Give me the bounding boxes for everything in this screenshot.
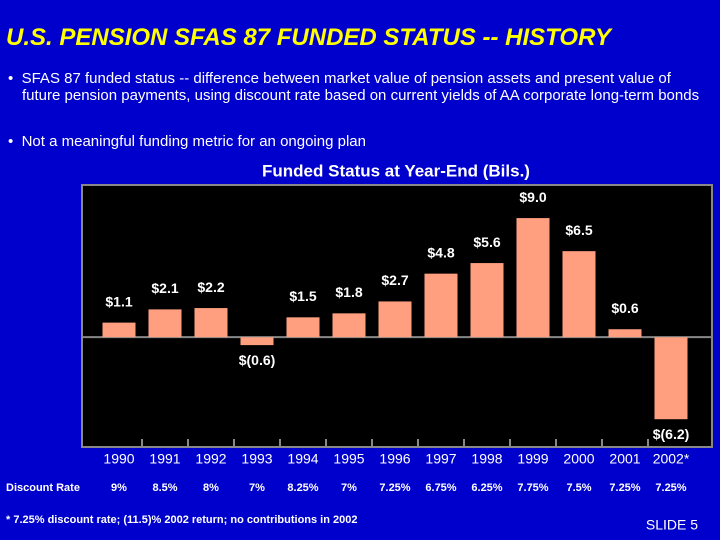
x-tick-label: 1997 [425,451,456,467]
discount-rate: 6.25% [471,482,502,494]
bar [332,313,366,338]
bar [286,317,320,338]
value-label: $2.7 [381,272,408,288]
discount-rate: 8.5% [152,482,177,494]
discount-rate-label: Discount Rate [6,482,80,494]
x-tick-label: 1996 [379,451,410,467]
discount-rate: 7.25% [655,482,686,494]
bar [240,337,274,346]
discount-rate: 6.75% [425,482,456,494]
bar [516,218,550,338]
bar [378,301,412,338]
x-tick-label: 1993 [241,451,272,467]
x-tick-label: 1995 [333,451,364,467]
bar [654,337,688,420]
x-tick-label: 1991 [149,451,180,467]
discount-rate: 7.75% [517,482,548,494]
value-label: $1.5 [289,288,316,304]
value-label: $2.2 [197,279,224,295]
bullet: • Not a meaningful funding metric for an… [8,133,366,150]
discount-rate: 7.5% [566,482,591,494]
value-label: $4.8 [427,244,454,260]
discount-rate: 7.25% [379,482,410,494]
value-label: $(0.6) [239,352,276,368]
value-label: $9.0 [519,189,546,205]
bullet-text: Not a meaningful funding metric for an o… [21,133,366,150]
discount-rate: 7% [249,482,265,494]
value-label: $5.6 [473,234,500,250]
value-label: $2.1 [151,280,178,296]
bar [562,251,596,338]
slide-label: SLIDE 5 [646,517,698,533]
discount-rate: 7% [341,482,357,494]
value-label: $1.1 [105,293,132,309]
bar [470,263,504,338]
bullet: • SFAS 87 funded status -- difference be… [8,70,700,104]
discount-rate: 8.25% [287,482,318,494]
x-tick-label: 1998 [471,451,502,467]
x-tick-label: 2001 [609,451,640,467]
value-label: $0.6 [611,300,638,316]
discount-rate: 7.25% [609,482,640,494]
bar [102,322,136,338]
bar [148,309,182,338]
x-tick-label: 1990 [103,451,134,467]
x-tick-label: 1994 [287,451,318,467]
x-tick-label: 1999 [517,451,548,467]
footnote: * 7.25% discount rate; (11.5)% 2002 retu… [6,514,357,526]
value-label: $6.5 [565,222,592,238]
bar [194,308,228,338]
x-tick-label: 2002* [653,451,690,467]
slide-title: U.S. PENSION SFAS 87 FUNDED STATUS -- HI… [6,24,611,51]
bullet-text: SFAS 87 funded status -- difference betw… [21,70,700,104]
value-label: $(6.2) [653,426,690,442]
discount-rate: 9% [111,482,127,494]
x-tick-label: 2000 [563,451,594,467]
bar [608,329,642,338]
value-label: $1.8 [335,284,362,300]
chart-title: Funded Status at Year-End (Bils.) [262,161,530,180]
bar [424,273,458,338]
x-tick-label: 1992 [195,451,226,467]
discount-rate: 8% [203,482,219,494]
